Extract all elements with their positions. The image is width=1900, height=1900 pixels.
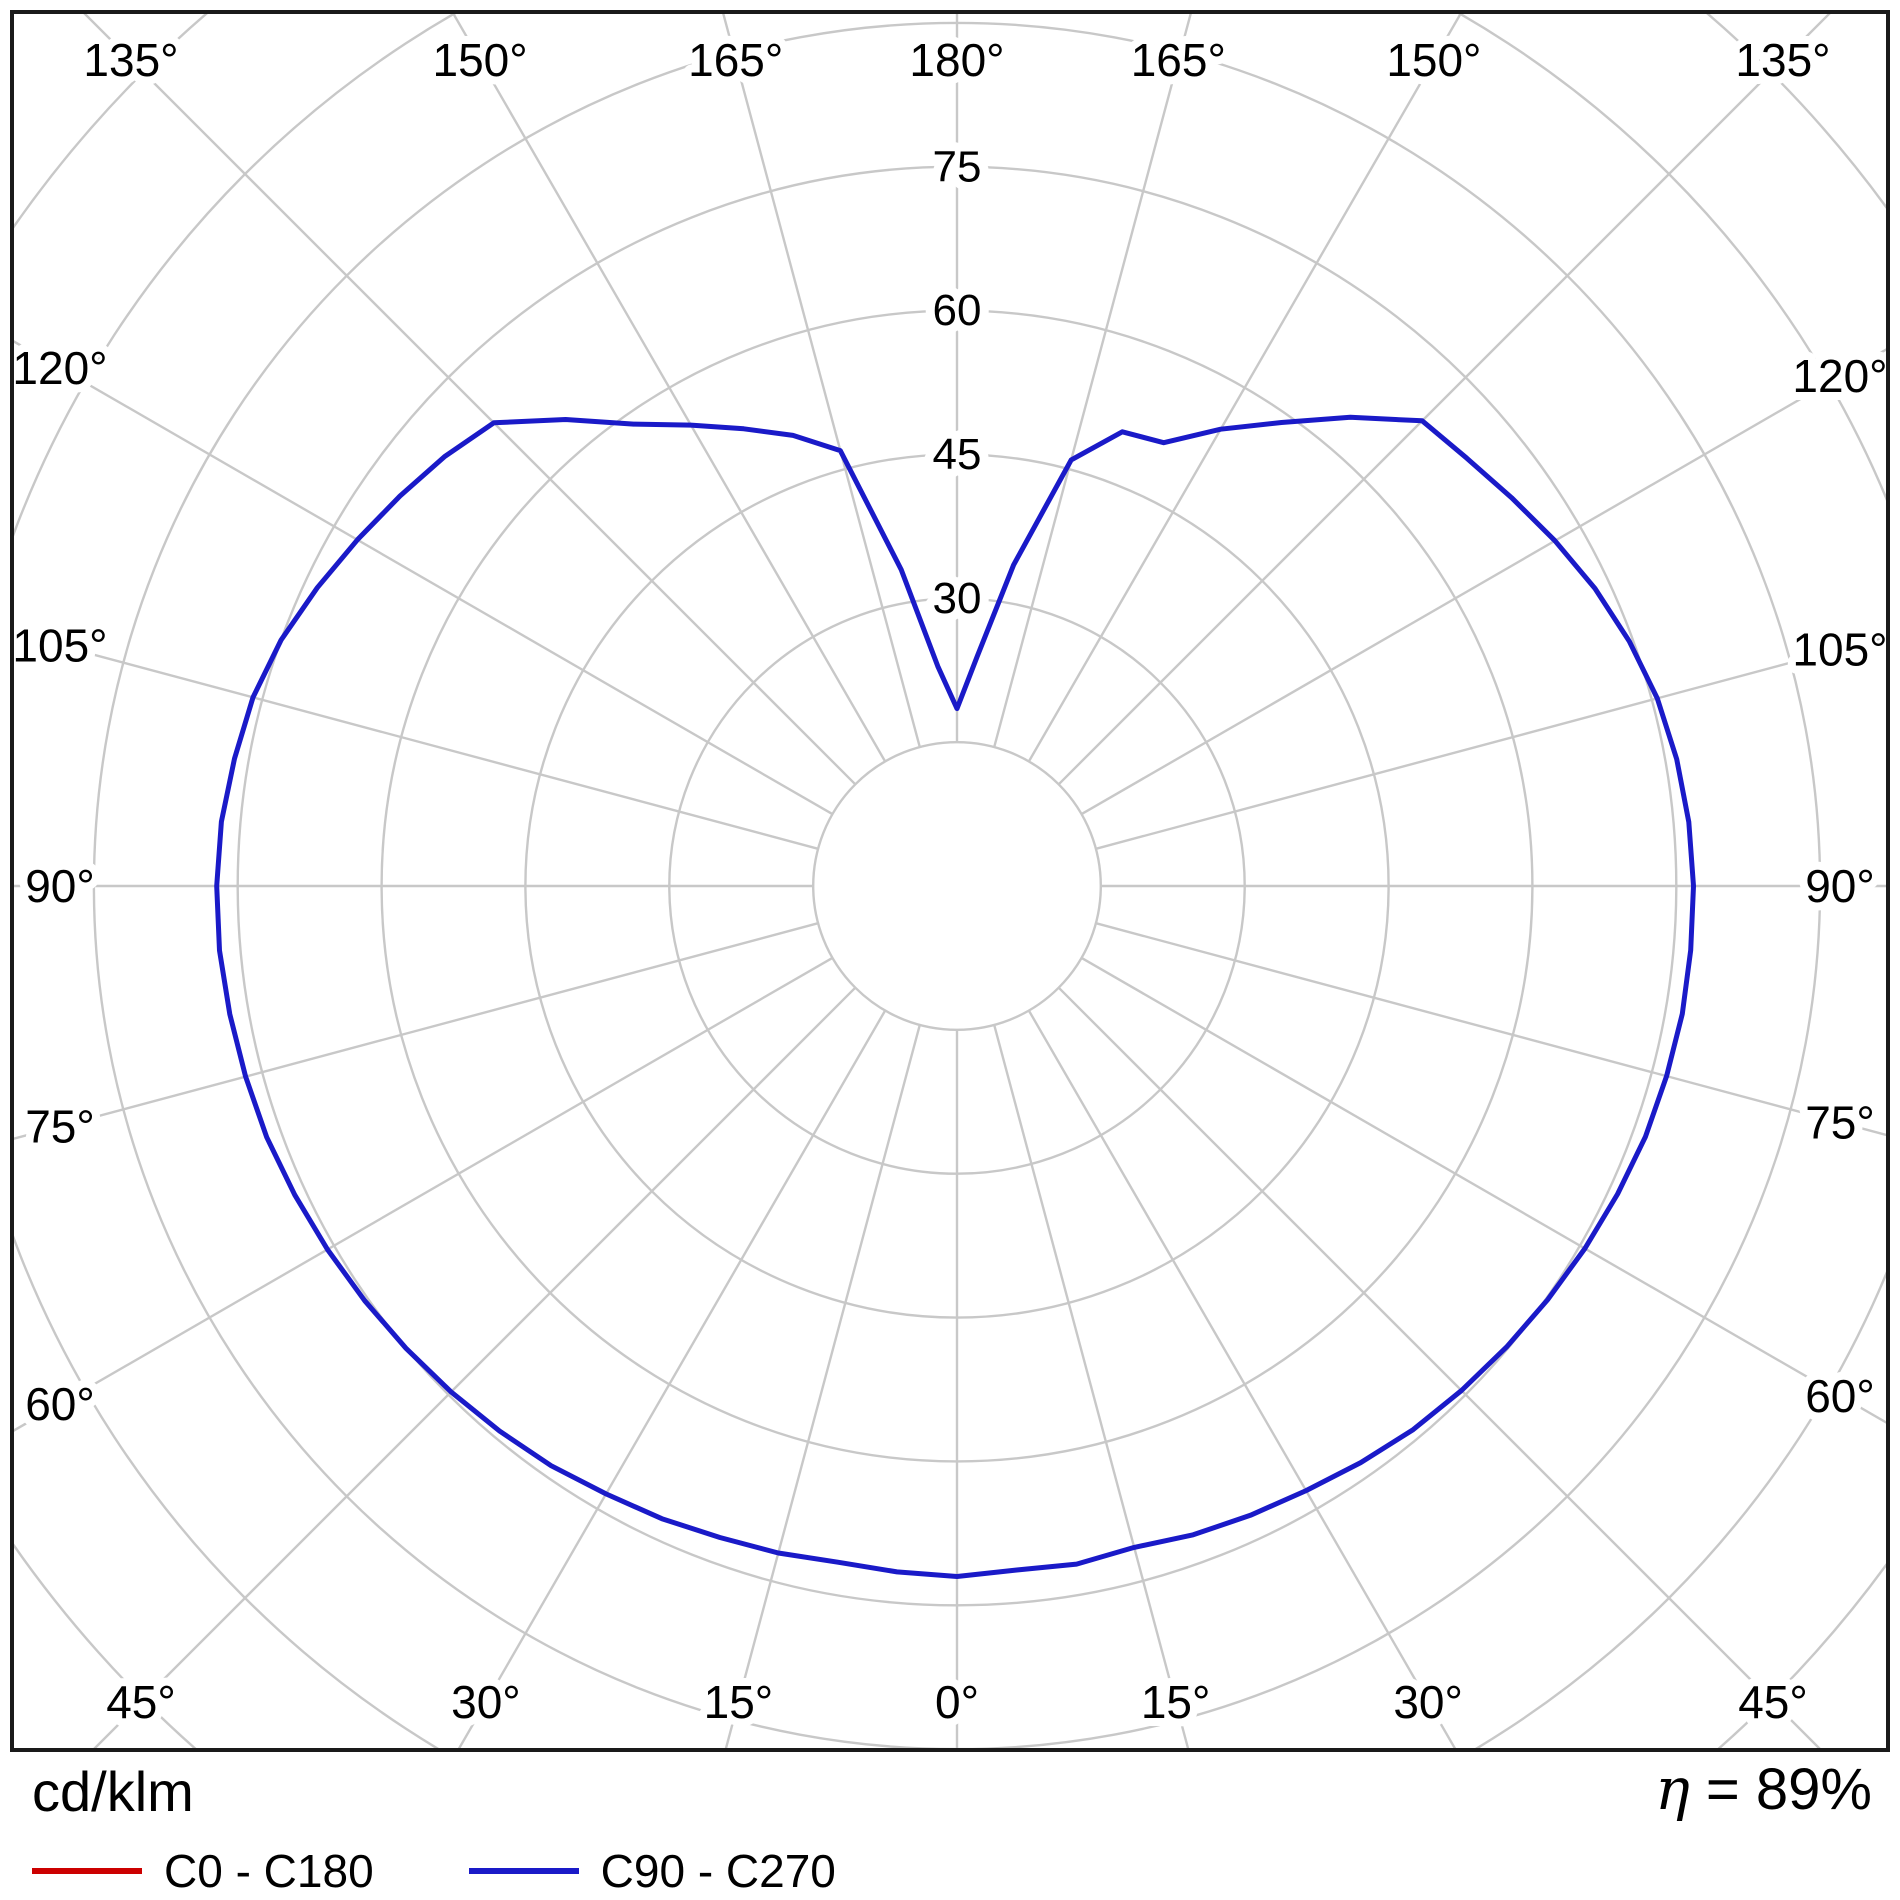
angle-label: 150° (1386, 34, 1481, 86)
grid-spoke (1027, 0, 1470, 763)
angle-label: 45° (1738, 1676, 1808, 1728)
angle-label: 60° (25, 1378, 95, 1430)
grid-spoke (684, 1024, 921, 1900)
angle-label: 165° (1131, 34, 1226, 86)
grid-spoke (0, 628, 819, 850)
angle-label: 30° (1393, 1676, 1463, 1728)
grid-spoke (0, 956, 834, 1440)
efficiency-label: η = 89% (1655, 1760, 1872, 1819)
angle-label: 15° (1141, 1676, 1211, 1728)
eta-value: = 89% (1689, 1757, 1872, 1822)
legend: C0 - C180 C90 - C270 (32, 1848, 836, 1894)
angle-label: 180° (909, 34, 1004, 86)
eta-symbol: η (1655, 1755, 1690, 1823)
angle-label: 105° (1792, 623, 1886, 675)
angle-label: 90° (1805, 860, 1875, 912)
grid-spoke (69, 0, 857, 786)
legend-line-c90 (468, 1868, 579, 1874)
grid-circle (812, 741, 1103, 1032)
grid-spoke (0, 332, 834, 816)
angle-label: 75° (1805, 1097, 1875, 1149)
grid-spoke (1095, 632, 1900, 850)
angle-label: 75° (25, 1100, 95, 1152)
angle-label: 60° (1805, 1370, 1875, 1422)
grid-spoke (0, 986, 857, 1845)
grid-spoke (1095, 922, 1900, 1140)
grid-spoke (1027, 1009, 1544, 1900)
grid-spoke (1080, 956, 1900, 1432)
legend-item-c90-c270: C90 - C270 (468, 1845, 836, 1897)
radial-tick-label: 45 (933, 430, 982, 479)
legend-line-c0 (32, 1868, 142, 1874)
grid-spoke (993, 0, 1196, 748)
grid-spoke (993, 1024, 1230, 1900)
angle-label: 150° (433, 34, 528, 86)
c90-c270-curve (214, 414, 1696, 1579)
angle-label: 30° (451, 1676, 521, 1728)
angle-label: 120° (1792, 350, 1886, 402)
grid-spoke (0, 922, 819, 1144)
angle-label: 15° (704, 1676, 774, 1728)
angle-label: 105° (14, 620, 108, 672)
grid-spoke (718, 0, 921, 748)
radial-tick-label: 30 (933, 574, 982, 623)
angle-label: 165° (688, 34, 783, 86)
angle-label: 135° (1735, 34, 1830, 86)
grid-spoke (370, 1009, 887, 1900)
grid-spoke (1080, 340, 1900, 816)
legend-item-c0-c180: C0 - C180 (32, 1848, 374, 1894)
grid-spoke (444, 0, 887, 763)
angle-label: 120° (14, 342, 108, 394)
legend-label-c0: C0 - C180 (164, 1845, 374, 1897)
angle-label: 90° (25, 860, 95, 912)
angle-label: 0° (935, 1676, 979, 1728)
radial-tick-label: 75 (933, 142, 982, 191)
grid-spoke (1057, 0, 1845, 786)
radial-tick-label: 60 (933, 286, 982, 335)
angle-label: 135° (83, 34, 178, 86)
angle-label: 45° (106, 1676, 176, 1728)
legend-label-c90: C90 - C270 (600, 1845, 836, 1897)
units-label: cd/klm (32, 1760, 194, 1823)
